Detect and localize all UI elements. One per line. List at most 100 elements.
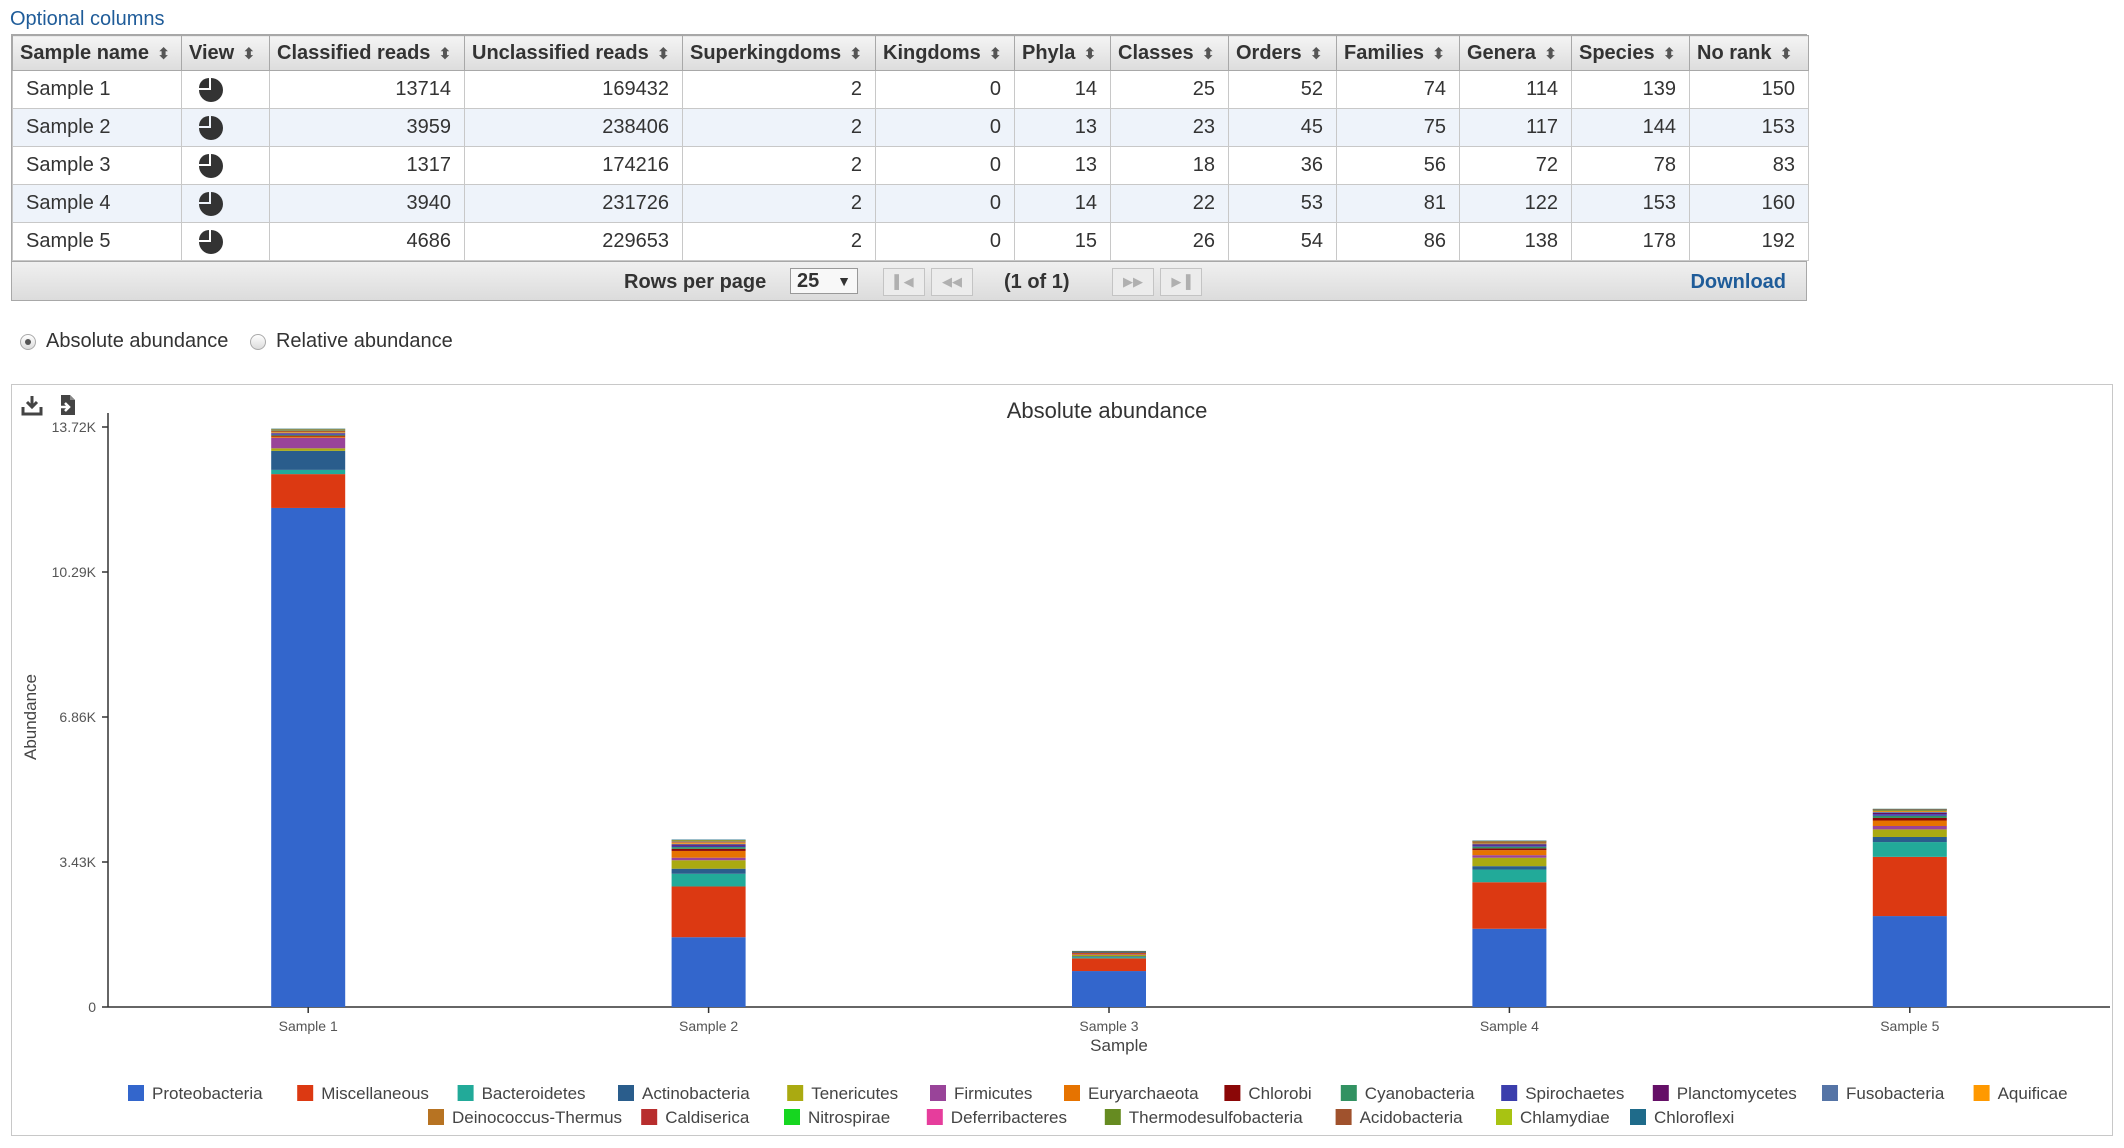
bar-segment-aquificae (1472, 842, 1547, 844)
table-cell: 3940 (269, 184, 465, 223)
rows-per-page-select[interactable]: 25 ▼ (790, 268, 858, 294)
pie-chart-icon[interactable] (198, 77, 224, 103)
table-cell: 13 (1014, 108, 1111, 147)
bar-segment-cyanobacteria (271, 434, 346, 436)
optional-columns-link[interactable]: Optional columns (10, 8, 165, 30)
legend-label: Tenericutes (811, 1084, 898, 1103)
table-cell: 2 (682, 146, 876, 185)
sort-icon[interactable]: ⬍ (656, 45, 671, 63)
legend-swatch (1973, 1085, 1990, 1101)
relative-abundance-radio[interactable]: Relative abundance (249, 330, 453, 353)
sort-icon[interactable]: ⬍ (156, 45, 171, 63)
last-page-button[interactable]: ▶▐ (1160, 268, 1202, 296)
bar-segment-caldiserica (671, 841, 746, 843)
table-cell: 192 (1689, 222, 1809, 261)
column-header-10[interactable]: Genera ⬍ (1459, 35, 1572, 71)
sort-icon[interactable]: ⬍ (1543, 45, 1558, 63)
column-header-9[interactable]: Families ⬍ (1336, 35, 1460, 71)
column-header-label: Families (1344, 41, 1425, 64)
y-tick-label: 0 (88, 999, 96, 1015)
sort-icon[interactable]: ⬍ (1201, 45, 1216, 63)
bar-segment-tenericutes (1472, 857, 1547, 867)
chart-title: Absolute abundance (1007, 398, 1208, 423)
column-header-4[interactable]: Superkingdoms ⬍ (682, 35, 876, 71)
table-cell: 122 (1459, 184, 1572, 223)
download-chart-icon[interactable] (20, 393, 44, 417)
column-header-7[interactable]: Classes ⬍ (1110, 35, 1229, 71)
sort-icon[interactable]: ⬍ (242, 45, 256, 63)
sort-icon[interactable]: ⬍ (849, 45, 863, 63)
bar-segment-fusobacteria (1872, 812, 1947, 813)
bar-segment-actinobacteria (1872, 836, 1947, 843)
table-cell: 13 (1014, 146, 1111, 185)
bar-segment-caldiserica (271, 430, 346, 432)
column-header-3[interactable]: Unclassified reads ⬍ (464, 35, 683, 71)
page-status: (1 of 1) (1004, 271, 1070, 293)
legend-swatch (1630, 1109, 1646, 1125)
table-cell: 0 (875, 146, 1015, 185)
column-header-2[interactable]: Classified reads ⬍ (269, 35, 465, 71)
table-cell: 4686 (269, 222, 465, 261)
table-cell: 53 (1228, 184, 1337, 223)
absolute-abundance-radio[interactable]: Absolute abundance (20, 330, 228, 353)
pie-chart-icon[interactable] (198, 153, 224, 179)
pie-chart-icon[interactable] (198, 115, 224, 141)
legend-swatch (1340, 1085, 1357, 1101)
column-header-5[interactable]: Kingdoms ⬍ (875, 35, 1015, 71)
column-header-label: Kingdoms (883, 41, 981, 64)
next-page-button[interactable]: ▶▶ (1112, 268, 1154, 296)
chart-panel: Absolute abundance 0 3.43K 6.86K 10.29K 13.72… (11, 384, 2113, 1136)
legend-label: Deinococcus-Thermus (452, 1108, 622, 1127)
bar-segment-deferribacteres (271, 430, 346, 431)
y-tick-label: 10.29K (52, 564, 97, 580)
sort-icon[interactable]: ⬍ (438, 45, 452, 63)
export-file-icon[interactable] (56, 393, 80, 417)
first-page-button[interactable]: ▌◀ (883, 268, 925, 296)
table-cell: 138 (1459, 222, 1572, 261)
download-link[interactable]: Download (1690, 271, 1786, 293)
column-header-1[interactable]: View ⬍ (181, 35, 270, 71)
bar-segment-firmicutes (671, 857, 746, 861)
table-cell: 153 (1571, 184, 1690, 223)
table-cell: 178 (1571, 222, 1690, 261)
column-header-8[interactable]: Orders ⬍ (1228, 35, 1337, 71)
sort-icon[interactable]: ⬍ (1662, 45, 1677, 63)
table-cell: 86 (1336, 222, 1460, 261)
table-cell: 153 (1689, 108, 1809, 147)
bar-segment-tenericutes (671, 860, 746, 869)
column-header-label: Sample name (20, 41, 149, 64)
bar-segment-chlorobi (1872, 817, 1947, 821)
bar-segment-nitrospirae (271, 430, 346, 432)
sort-icon[interactable]: ⬍ (1432, 45, 1446, 63)
legend-swatch (428, 1109, 444, 1125)
bar-segment-deferribacteres (1872, 809, 1947, 810)
bar-segment-bacteroidetes (1072, 957, 1146, 959)
pie-chart-icon[interactable] (198, 191, 224, 217)
sort-icon[interactable]: ⬍ (1779, 45, 1793, 63)
bar-segment-firmicutes (1472, 855, 1547, 858)
bar-segment-nitrospirae (1872, 809, 1947, 811)
sort-icon[interactable]: ⬍ (1083, 45, 1097, 63)
table-cell: 52 (1228, 70, 1337, 109)
bar-segment-chloroflexi (1472, 840, 1547, 842)
table-cell: 56 (1336, 146, 1460, 185)
column-header-0[interactable]: Sample name ⬍ (12, 35, 182, 71)
table-cell: 0 (875, 108, 1015, 147)
bar-segment-bacteroidetes (271, 469, 346, 475)
radio-unchecked-icon[interactable] (249, 333, 266, 350)
sort-icon[interactable]: ⬍ (1309, 45, 1323, 63)
bar-segment-deinococcus-thermus (1472, 842, 1547, 843)
pie-chart-icon[interactable] (198, 229, 224, 255)
bar-segment-proteobacteria (1872, 916, 1947, 1007)
radio-checked-icon[interactable] (20, 333, 36, 350)
column-header-label: Orders (1236, 41, 1302, 64)
sort-icon[interactable]: ⬍ (988, 45, 1003, 63)
column-header-6[interactable]: Phyla ⬍ (1014, 35, 1111, 71)
legend-swatch (787, 1085, 804, 1101)
column-header-11[interactable]: Species ⬍ (1571, 35, 1690, 71)
bar-segment-actinobacteria (671, 868, 746, 874)
legend-label: Chlorobi (1248, 1084, 1311, 1103)
sample-name-cell: Sample 5 (12, 222, 182, 261)
column-header-12[interactable]: No rank ⬍ (1689, 35, 1809, 71)
previous-page-button[interactable]: ◀◀ (931, 268, 973, 296)
